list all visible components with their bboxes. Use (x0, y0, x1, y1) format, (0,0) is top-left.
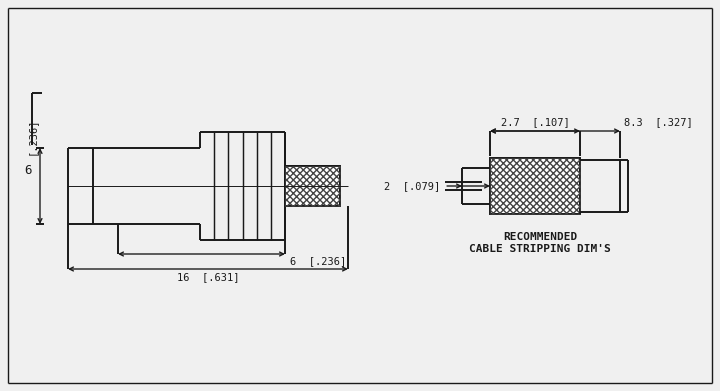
Bar (285, 166, 340, 206)
Text: CABLE STRIPPING DIM'S: CABLE STRIPPING DIM'S (469, 244, 611, 254)
Text: 16  [.631]: 16 [.631] (176, 272, 239, 282)
Text: RECOMMENDED: RECOMMENDED (503, 232, 577, 242)
Bar (285, 166, 340, 206)
Text: 6  [.236]: 6 [.236] (290, 256, 346, 266)
Bar (490, 158, 580, 214)
Text: 8.3  [.327]: 8.3 [.327] (624, 117, 693, 127)
Text: 2  [.079]: 2 [.079] (384, 181, 440, 191)
Bar (490, 158, 580, 214)
Text: 2.7  [.107]: 2.7 [.107] (500, 117, 570, 127)
Text: [.236]: [.236] (27, 117, 37, 155)
Text: 6: 6 (24, 165, 32, 178)
